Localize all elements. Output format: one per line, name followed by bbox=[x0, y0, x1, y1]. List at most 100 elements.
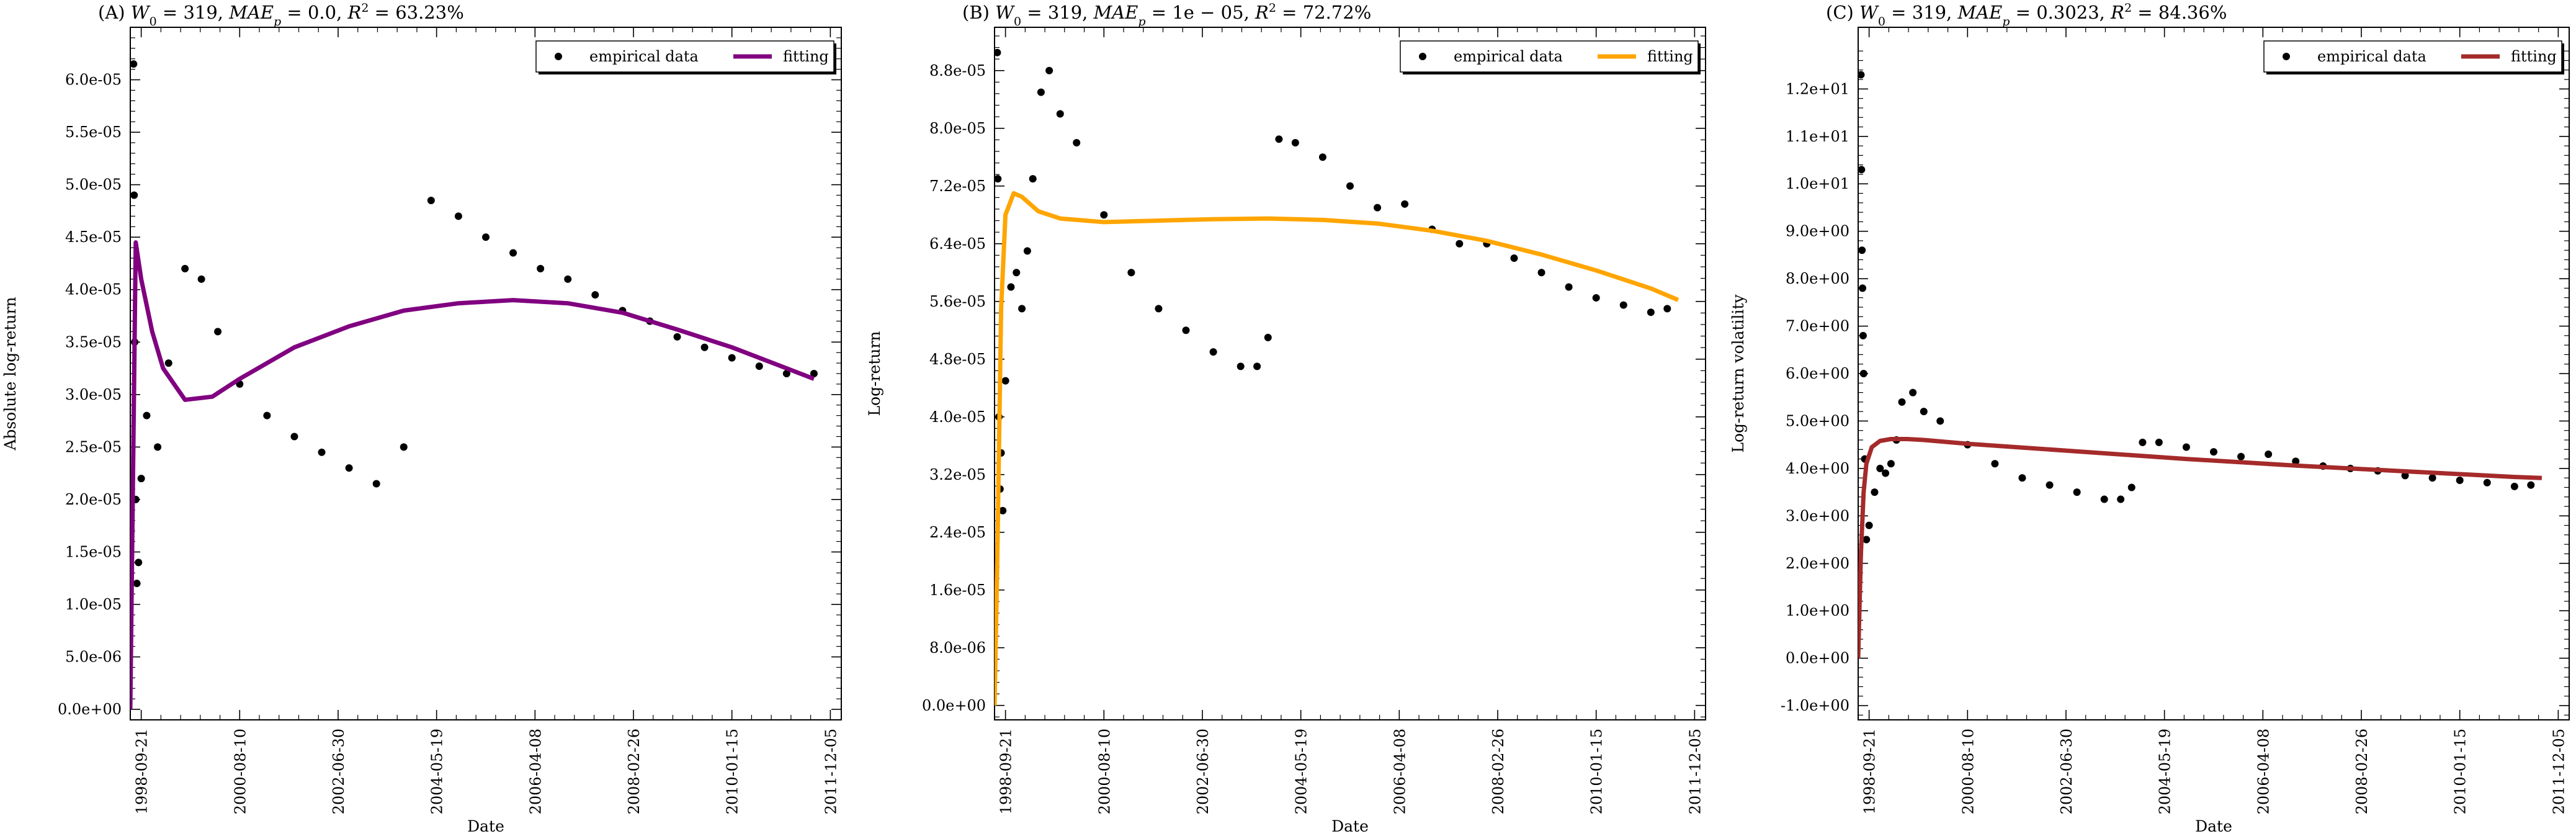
empirical-point bbox=[2046, 481, 2054, 489]
x-tick-label: 2006-04-08 bbox=[527, 729, 544, 814]
empirical-point bbox=[810, 370, 818, 377]
x-tick-label: 2011-12-05 bbox=[822, 729, 839, 814]
fitting-line bbox=[1858, 437, 2542, 658]
y-tick-label: 1.0e+01 bbox=[1786, 175, 1849, 192]
fitting-line bbox=[130, 240, 815, 710]
empirical-point bbox=[1647, 308, 1655, 316]
y-tick-label: 3.0e+00 bbox=[1786, 507, 1849, 524]
plot-area bbox=[995, 48, 1679, 706]
y-tick-label: 0.0e+00 bbox=[922, 697, 986, 714]
empirical-point bbox=[1264, 333, 1272, 341]
legend-empirical-marker bbox=[2283, 53, 2290, 60]
y-tick-label: 0.0e+00 bbox=[58, 701, 122, 718]
y-tick-label: 7.0e+00 bbox=[1786, 318, 1849, 335]
empirical-point bbox=[482, 233, 490, 241]
chart-panel-2: 0.0e+00 8.0e-06 1.6e-05 2.4e-05 3.2e-05 4.0e-… bbox=[865, 1, 1706, 835]
empirical-point bbox=[2073, 488, 2081, 496]
empirical-point bbox=[1100, 211, 1108, 219]
plot-area bbox=[130, 60, 818, 710]
empirical-point bbox=[1858, 166, 1866, 174]
y-tick-label: 5.5e-05 bbox=[65, 123, 122, 141]
empirical-point bbox=[2139, 438, 2147, 446]
y-tick-label: 2.0e-05 bbox=[65, 491, 122, 508]
x-tick-label: 2010-01-15 bbox=[2452, 729, 2469, 814]
empirical-point bbox=[1898, 398, 1906, 406]
empirical-point bbox=[1045, 66, 1053, 74]
empirical-point bbox=[1237, 362, 1245, 370]
chart-title: (C) W0 = 319, MAEp = 0.3023, R2 = 84.36% bbox=[1826, 1, 2227, 29]
x-tick-label: 2000-08-10 bbox=[231, 729, 249, 814]
chart-title: (A) W0 = 319, MAEp = 0.0, R2 = 63.23% bbox=[98, 1, 464, 29]
empirical-point bbox=[400, 443, 408, 451]
empirical-point bbox=[1882, 469, 1890, 477]
y-tick-label: 8.0e+00 bbox=[1786, 270, 1849, 287]
y-tick-label: 6.0e+00 bbox=[1786, 365, 1849, 382]
legend-empirical-marker bbox=[1419, 53, 1426, 60]
empirical-point bbox=[1859, 331, 1867, 339]
empirical-point bbox=[2018, 474, 2026, 482]
x-tick-label: 2002-06-30 bbox=[330, 729, 347, 814]
empirical-point bbox=[995, 175, 1002, 183]
empirical-point bbox=[1858, 246, 1866, 254]
y-tick-label: 6.0e-05 bbox=[65, 71, 122, 89]
y-tick-label: 5.6e-05 bbox=[929, 293, 986, 310]
empirical-point bbox=[1537, 269, 1545, 277]
empirical-point bbox=[564, 275, 572, 283]
empirical-point bbox=[782, 370, 790, 377]
x-tick-label: 1998-09-21 bbox=[133, 729, 151, 814]
empirical-point bbox=[2483, 478, 2491, 487]
empirical-point bbox=[2100, 495, 2108, 503]
empirical-point bbox=[263, 411, 271, 420]
x-tick-label: 2000-08-10 bbox=[1959, 729, 1977, 814]
empirical-point bbox=[1859, 284, 1867, 292]
y-tick-label: 1.0e+00 bbox=[1786, 602, 1849, 619]
empirical-point bbox=[1209, 348, 1217, 356]
empirical-point bbox=[1029, 175, 1037, 183]
y-tick-label: 9.0e+00 bbox=[1786, 223, 1849, 240]
empirical-point bbox=[2117, 495, 2125, 503]
empirical-point bbox=[1859, 370, 1867, 377]
empirical-point bbox=[1127, 269, 1135, 277]
x-tick-label: 2011-12-05 bbox=[1686, 729, 1704, 814]
empirical-point bbox=[1936, 417, 1944, 425]
empirical-point bbox=[1037, 88, 1045, 96]
empirical-point bbox=[2292, 457, 2300, 465]
legend-fitting-label: fitting bbox=[1647, 48, 1693, 65]
empirical-point bbox=[1920, 408, 1928, 416]
x-tick-label: 2010-01-15 bbox=[1588, 729, 1606, 814]
empirical-point bbox=[1456, 240, 1464, 248]
empirical-point bbox=[2127, 483, 2135, 491]
x-tick-label: 2010-01-15 bbox=[724, 729, 741, 814]
x-axis-label: Date bbox=[2195, 817, 2232, 835]
plot-area bbox=[1858, 71, 2542, 658]
empirical-point bbox=[755, 362, 763, 370]
y-tick-label: 1.1e+01 bbox=[1786, 128, 1849, 145]
y-tick-label: 2.4e-05 bbox=[929, 524, 986, 541]
legend-box bbox=[535, 40, 834, 73]
empirical-point bbox=[1007, 283, 1015, 291]
x-tick-label: 2011-12-05 bbox=[2550, 729, 2567, 814]
empirical-point bbox=[2265, 450, 2273, 458]
x-tick-label: 1998-09-21 bbox=[998, 729, 1015, 814]
y-tick-label: 8.8e-05 bbox=[929, 62, 986, 79]
x-tick-label: 2004-05-19 bbox=[1293, 729, 1310, 814]
legend-fitting-label: fitting bbox=[2511, 48, 2557, 65]
empirical-point bbox=[1865, 521, 1873, 529]
chart-panel-3: -1.0e+00 0.0e+00 1.0e+00 2.0e+00 3.0e+00 4.0e… bbox=[1729, 1, 2570, 835]
empirical-point bbox=[1401, 200, 1409, 208]
empirical-point bbox=[700, 343, 709, 351]
x-tick-label: 2004-05-19 bbox=[2157, 729, 2174, 814]
empirical-point bbox=[1023, 247, 1031, 255]
empirical-point bbox=[995, 48, 1001, 56]
y-tick-label: 4.8e-05 bbox=[929, 351, 986, 368]
empirical-point bbox=[1871, 488, 1879, 496]
empirical-point bbox=[2182, 443, 2190, 451]
empirical-point bbox=[2456, 476, 2464, 484]
y-axis-label: Log-return volatility bbox=[1729, 294, 1747, 452]
empirical-point bbox=[135, 559, 143, 567]
empirical-point bbox=[181, 264, 189, 272]
empirical-point bbox=[1155, 305, 1163, 313]
empirical-point bbox=[164, 359, 172, 367]
x-axis-label: Date bbox=[1331, 817, 1369, 835]
